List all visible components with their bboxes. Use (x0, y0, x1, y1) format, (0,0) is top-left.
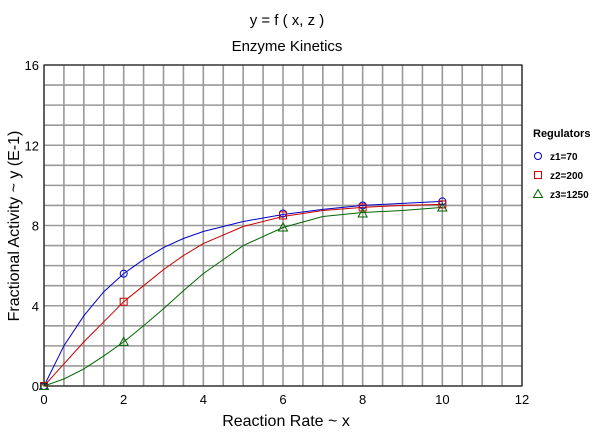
legend-marker (532, 188, 544, 198)
y-axis-label: Fractional Activity ~ y (E-1) (6, 131, 23, 322)
chart-title: y = f ( x, z ) (250, 12, 325, 29)
legend-label: z3=1250 (550, 190, 589, 201)
data-point (358, 203, 367, 212)
data-point (279, 211, 287, 220)
legend-title: Regulators (533, 128, 590, 140)
series-curves (43, 200, 443, 387)
series-markers (38, 197, 448, 390)
legend-item: z2=200 (534, 171, 584, 182)
x-axis-label: Reaction Rate ~ x (222, 413, 350, 430)
data-point (119, 297, 128, 306)
plot-frame (43, 64, 523, 387)
y-tick-label: 8 (32, 219, 39, 234)
data-point (119, 269, 128, 278)
data-point (118, 336, 130, 346)
series-line (43, 206, 443, 387)
chart-subtitle: Enzyme Kinetics (232, 38, 343, 55)
legend-label: z1=70 (550, 152, 578, 163)
tick-labels: 0 2 4 6 8 10 12 0 4 8 12 16 (25, 58, 530, 407)
y-tick-label: 12 (25, 138, 39, 153)
x-tick-label: 10 (435, 392, 449, 407)
x-tick-label: 12 (515, 392, 529, 407)
legend-items: z1=70 z2=200 z3=1250 (532, 152, 589, 201)
data-point (436, 201, 448, 212)
x-tick-label: 8 (359, 392, 366, 407)
x-tick-label: 0 (40, 392, 47, 407)
y-tick-label: 4 (32, 299, 39, 314)
y-tick-label: 0 (32, 379, 39, 394)
x-tick-label: 4 (200, 392, 207, 407)
y-tick-label: 16 (25, 58, 39, 73)
legend: Regulators z1=70 z2=200 z3=1250 (532, 128, 590, 201)
x-tick-label: 2 (120, 392, 127, 407)
legend-marker (534, 152, 542, 160)
legend-marker (534, 171, 542, 179)
series-line (43, 203, 443, 387)
grid (43, 64, 523, 387)
data-point (277, 221, 289, 232)
data-point (38, 380, 50, 390)
data-point (357, 207, 369, 218)
legend-item: z3=1250 (532, 188, 589, 201)
legend-label: z2=200 (550, 171, 584, 182)
data-point (438, 200, 447, 209)
legend-item: z1=70 (534, 152, 578, 163)
x-tick-label: 6 (279, 392, 286, 407)
series-line (43, 200, 443, 387)
